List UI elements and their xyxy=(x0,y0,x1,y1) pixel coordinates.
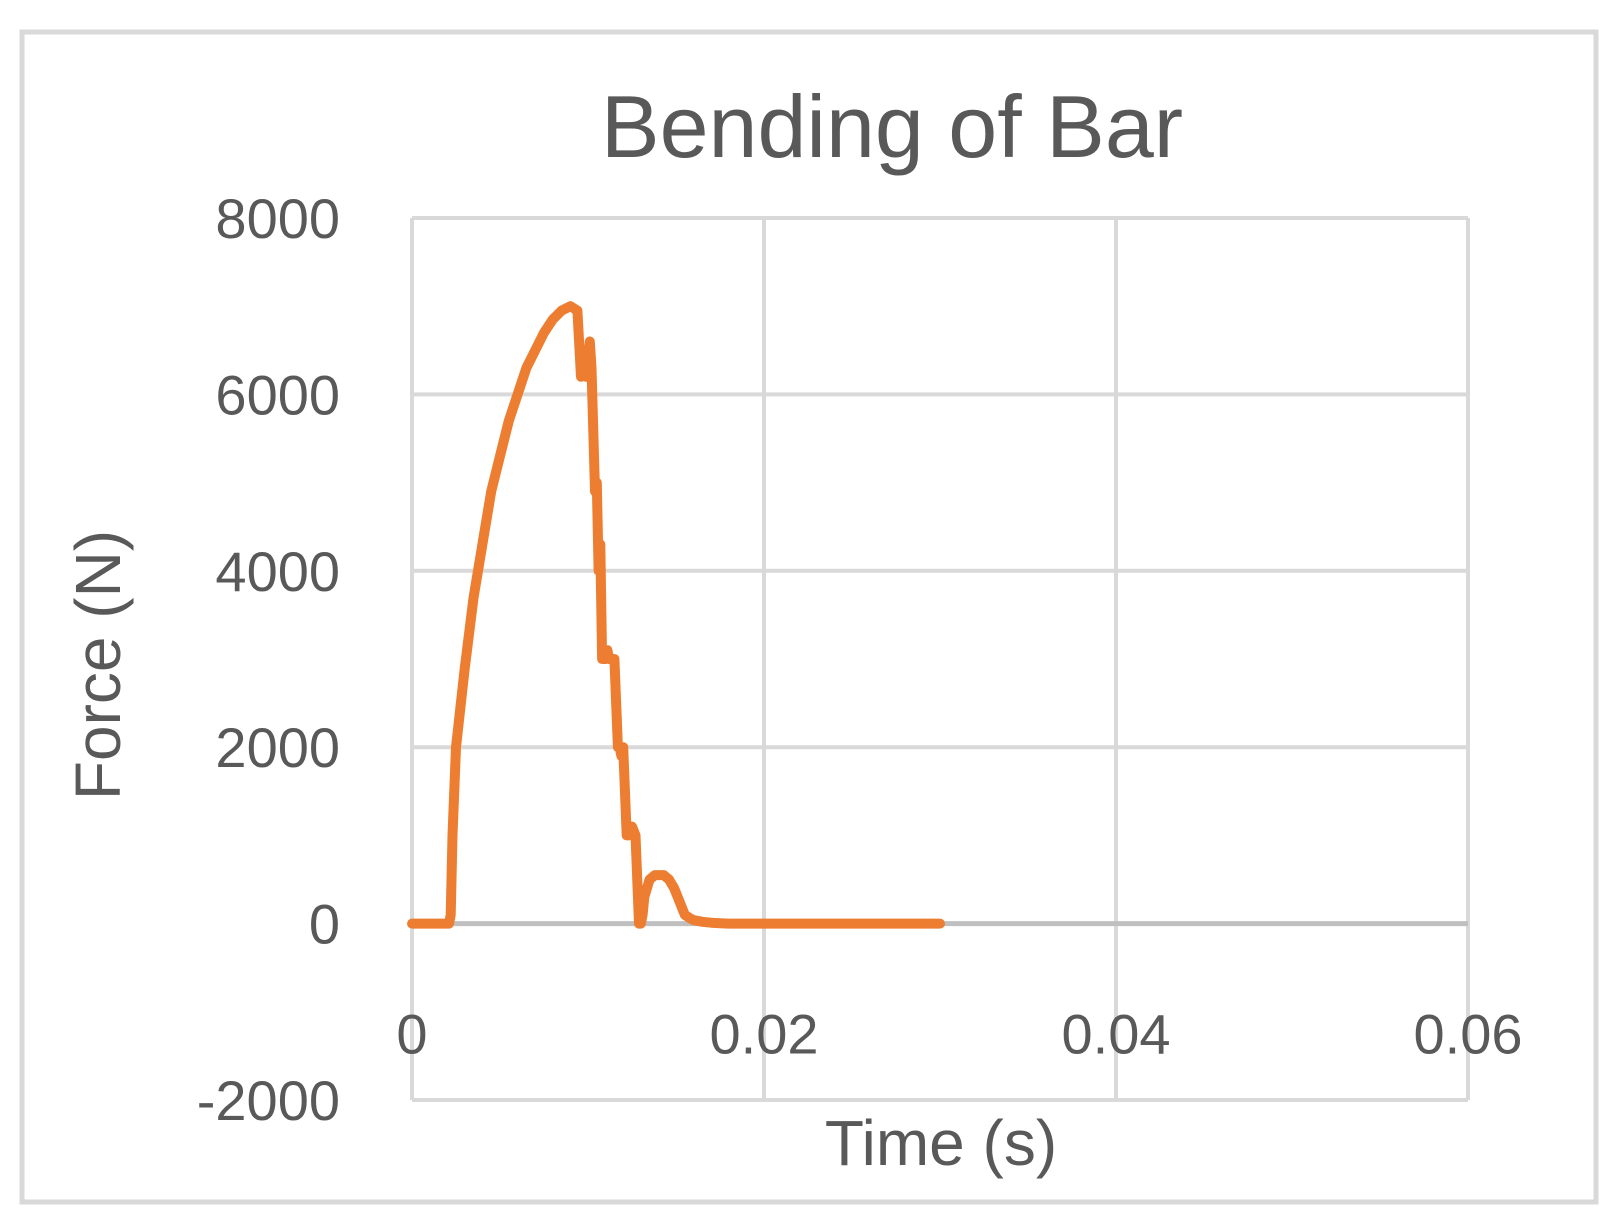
x-tick-label: 0.02 xyxy=(710,1003,819,1066)
series-line xyxy=(407,301,945,929)
y-tick-label: -2000 xyxy=(197,1069,340,1132)
y-tick-labels: -2000 0 2000 4000 6000 8000 xyxy=(197,187,340,1132)
x-tick-label: 0.06 xyxy=(1414,1003,1523,1066)
y-tick-label: 0 xyxy=(309,893,340,956)
x-tick-labels: 0 0.02 0.04 0.06 xyxy=(396,1003,1522,1066)
y-axis-label: Force (N) xyxy=(62,530,134,800)
x-tick-label: 0.04 xyxy=(1062,1003,1171,1066)
chart-frame xyxy=(19,29,1599,1205)
y-tick-label: 2000 xyxy=(215,716,340,779)
series-layer xyxy=(407,301,945,929)
y-tick-label: 4000 xyxy=(215,540,340,603)
x-axis-label: Time (s) xyxy=(825,1107,1057,1179)
y-tick-label: 8000 xyxy=(215,187,340,250)
x-tick-label: 0 xyxy=(396,1003,427,1066)
chart-title: Bending of Bar xyxy=(601,77,1183,176)
y-tick-label: 6000 xyxy=(215,363,340,426)
